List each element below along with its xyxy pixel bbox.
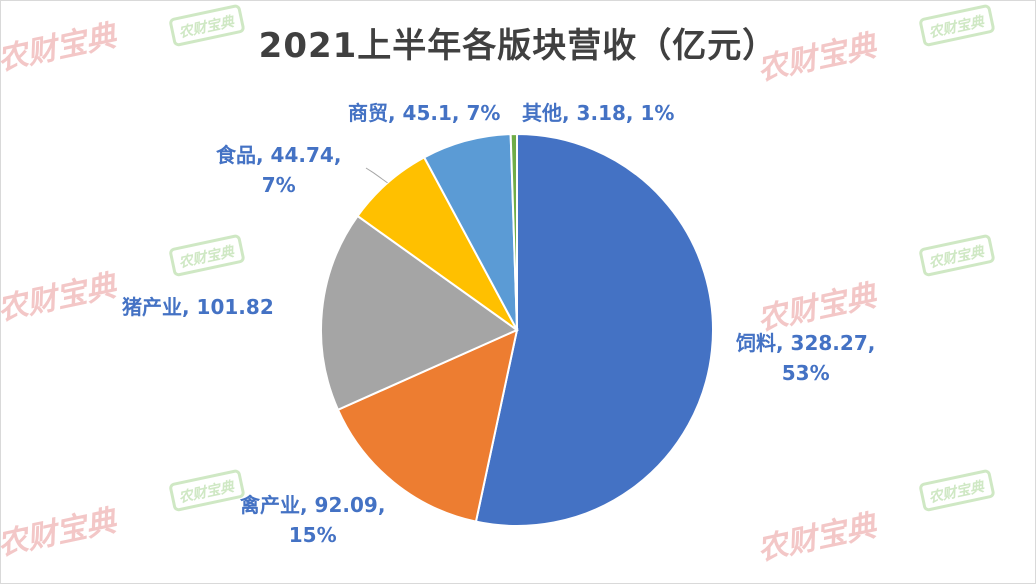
data-label-trade: 商贸, 45.1, 7% xyxy=(348,101,501,125)
watermark-text: 农财宝典 xyxy=(0,268,122,328)
data-label-pig: 猪产业, 101.82 xyxy=(122,295,274,319)
chart-title: 2021上半年各版块营收（亿元） xyxy=(258,26,778,66)
watermark-text: 农财宝典 xyxy=(0,503,122,563)
watermark-badge: 农财宝典 xyxy=(169,469,245,512)
slice-feed xyxy=(474,132,714,527)
watermark-text: 农财宝典 xyxy=(754,508,882,568)
data-label-feed: 饲料, 328.27, 53% xyxy=(736,331,876,385)
watermark-badge: 农财宝典 xyxy=(919,234,995,277)
slice-poultry xyxy=(336,328,519,523)
slice-other xyxy=(509,132,518,331)
leader-lines xyxy=(365,167,388,184)
data-label-poultry: 禽产业, 92.09, 15% xyxy=(240,493,386,547)
leader-line-food xyxy=(365,167,388,184)
watermark-badge: 农财宝典 xyxy=(919,469,995,512)
watermark-badge: 农财宝典 xyxy=(169,234,245,277)
slice-pig xyxy=(320,214,520,412)
data-label-food: 食品, 44.74, 7% xyxy=(216,143,342,197)
data-label-other: 其他, 3.18, 1% xyxy=(522,101,675,125)
pie-slices xyxy=(320,132,714,527)
